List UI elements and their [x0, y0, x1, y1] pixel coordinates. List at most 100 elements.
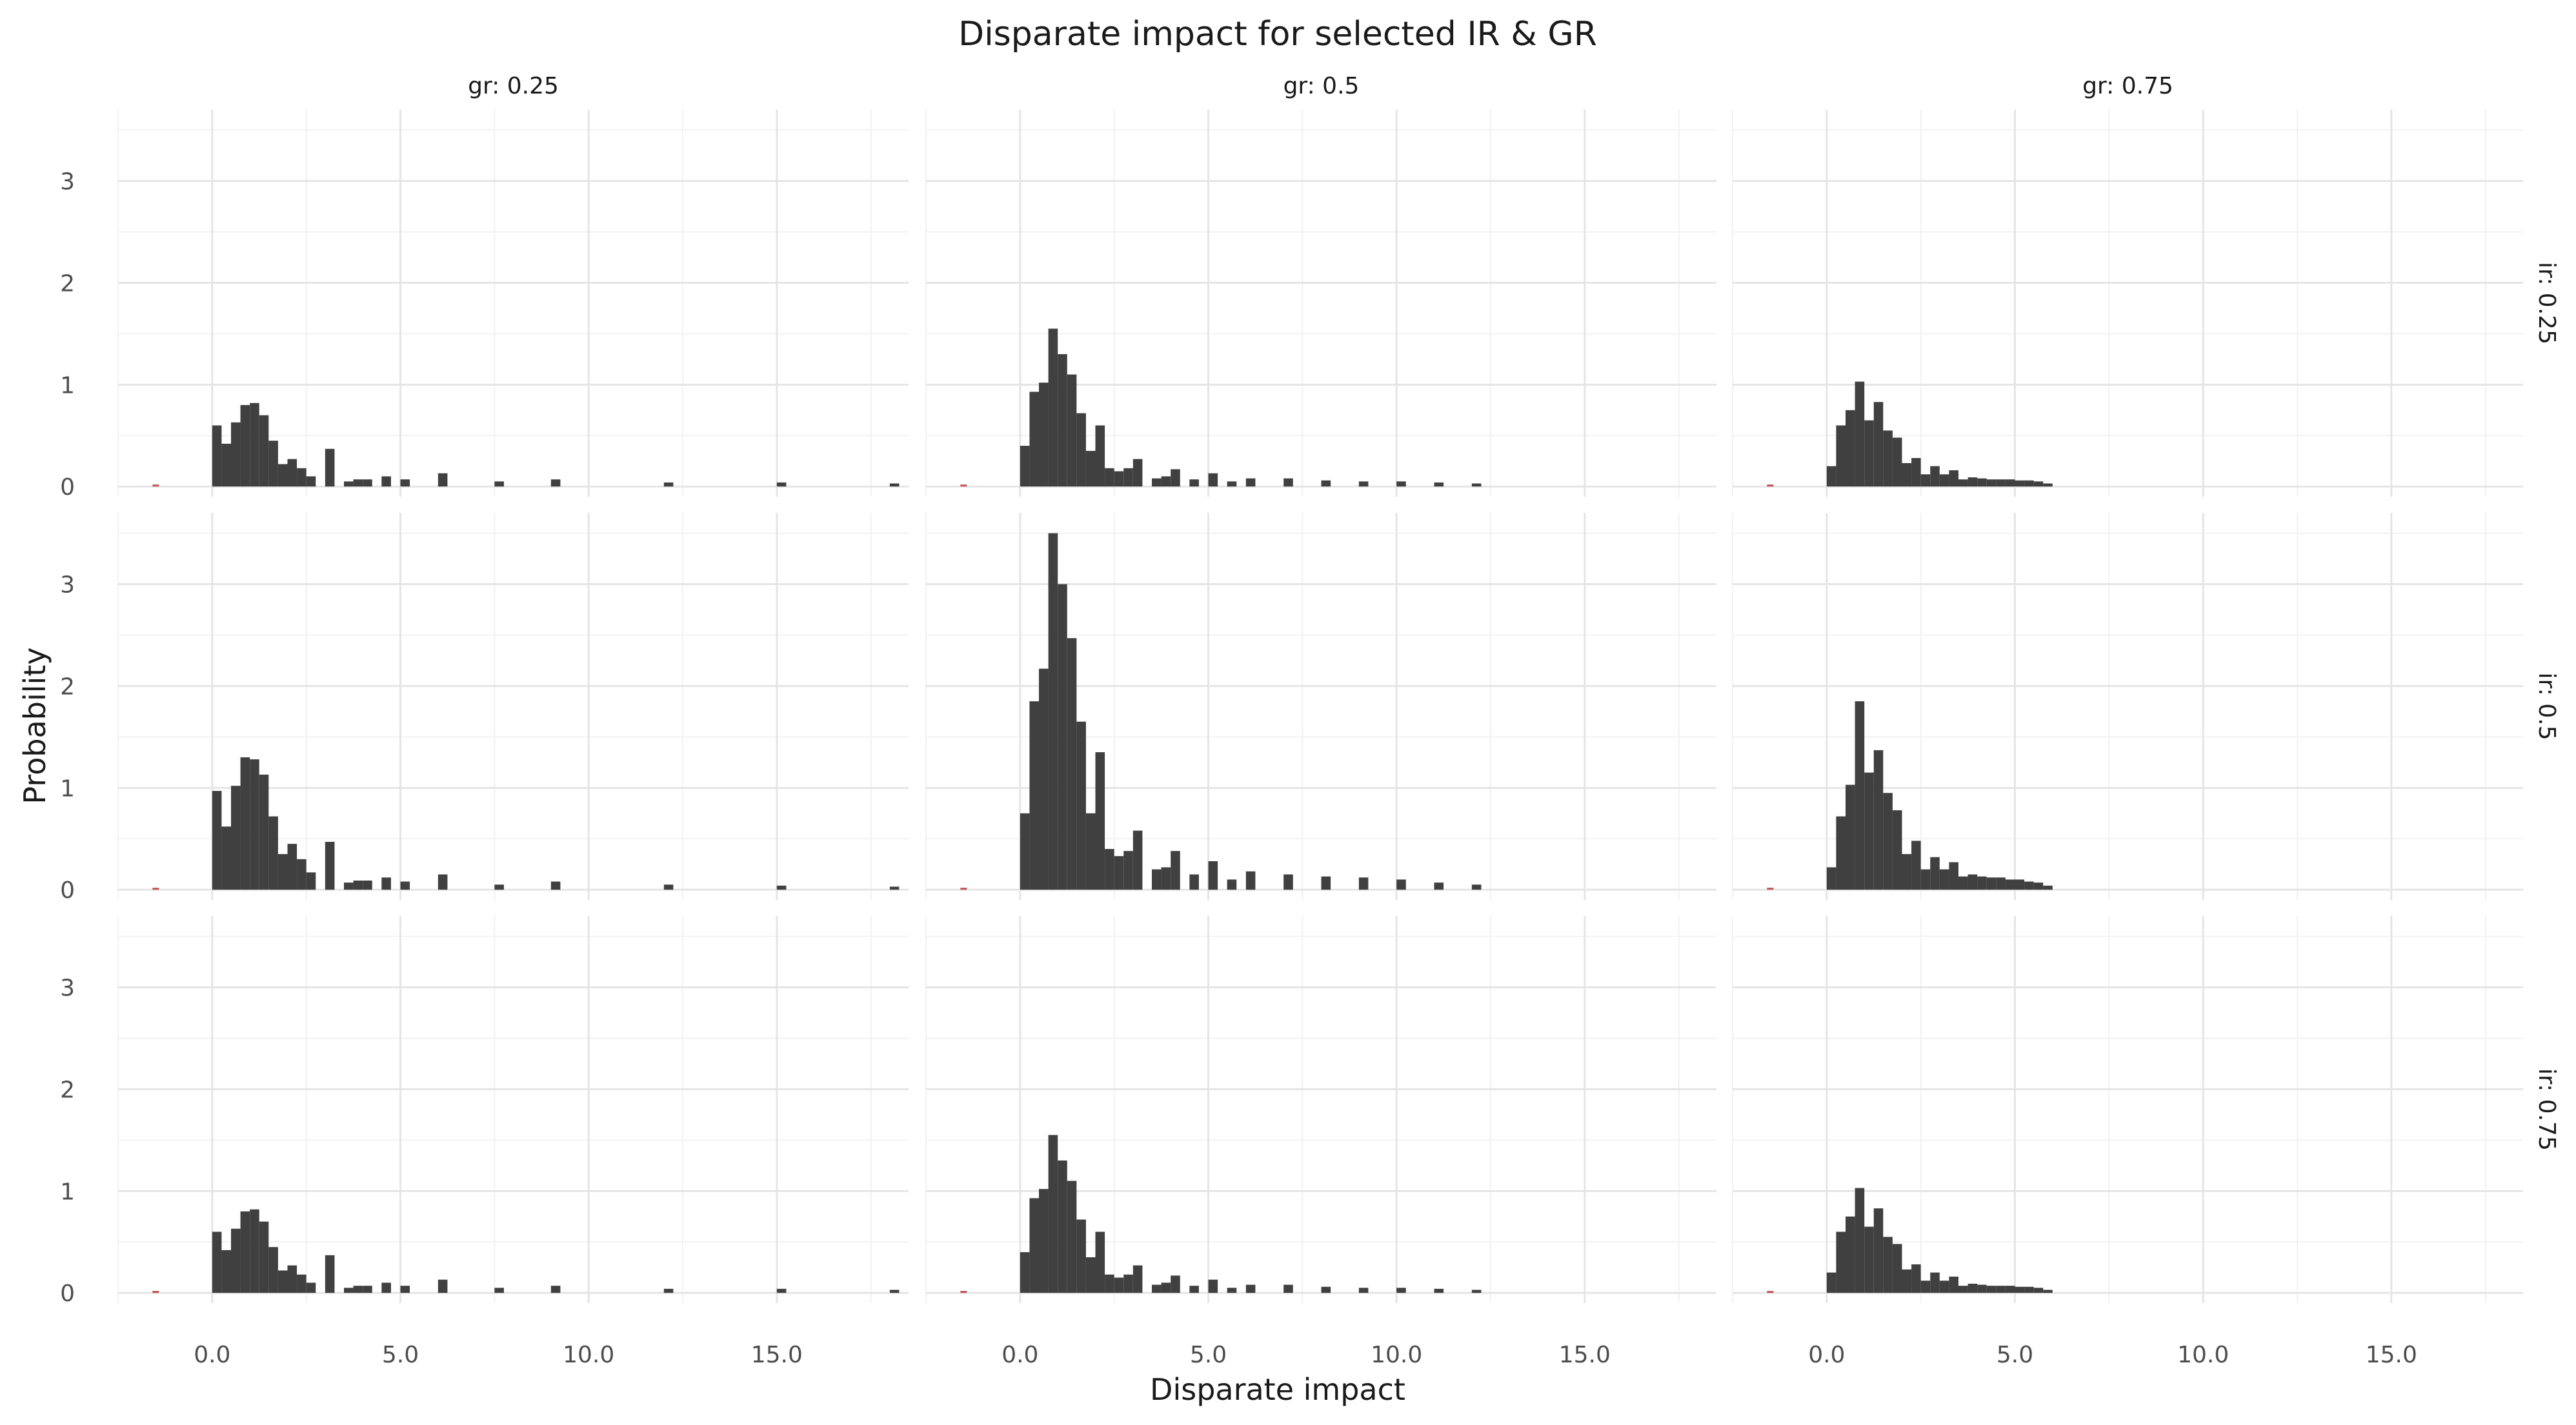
histogram-bar: [250, 759, 259, 890]
histogram-bar: [776, 885, 787, 890]
histogram-bar: [1855, 381, 1865, 487]
histogram-bar: [363, 881, 372, 890]
histogram-bar: [1892, 1244, 1902, 1293]
histogram-bar: [297, 859, 307, 890]
y-tick-label: 2: [60, 1077, 75, 1103]
histogram-bar: [277, 464, 288, 487]
histogram-bar: [1152, 869, 1162, 890]
histogram-bar: [1864, 1226, 1874, 1293]
histogram-bar: [1949, 1276, 1958, 1293]
histogram-bar: [1039, 668, 1049, 890]
histogram-bar: [1920, 869, 1931, 890]
histogram-bar: [1283, 874, 1293, 890]
negative-value-mark: [152, 1291, 159, 1293]
histogram-bar: [1123, 851, 1133, 890]
histogram-bar: [1930, 466, 1940, 487]
histogram-bar: [1227, 879, 1237, 890]
histogram-bar: [353, 1286, 363, 1293]
histogram-bar: [1471, 483, 1482, 487]
y-tick-label: 0: [60, 877, 75, 904]
histogram-bar: [1855, 701, 1865, 890]
histogram-bar: [277, 1270, 288, 1293]
histogram-bar: [2033, 1288, 2044, 1293]
histogram-bar: [212, 1231, 222, 1293]
facet-label-column: gr: 0.25: [468, 73, 559, 99]
histogram-bar: [1283, 1284, 1293, 1293]
histogram-bar: [1967, 477, 1978, 487]
histogram-bar: [1058, 584, 1067, 890]
histogram-bar: [1085, 1257, 1096, 1293]
histogram-bar: [494, 481, 504, 487]
histogram-bar: [1930, 857, 1940, 890]
histogram-bar: [1902, 463, 1912, 487]
histogram-bar: [1864, 772, 1874, 890]
histogram-bar: [297, 1274, 307, 1293]
negative-value-mark: [1767, 1291, 1774, 1293]
histogram-bar: [1967, 874, 1978, 890]
histogram-bar: [240, 757, 250, 890]
histogram-bar: [1245, 478, 1256, 487]
chart-title: Disparate impact for selected IR & GR: [958, 15, 1597, 54]
histogram-bar: [2024, 480, 2034, 487]
histogram-bar: [1132, 1265, 1143, 1293]
histogram-bar: [1911, 458, 1921, 487]
histogram-bar: [1986, 1286, 1997, 1293]
histogram-bar: [1471, 884, 1482, 890]
histogram-bar: [2005, 1286, 2015, 1293]
histogram-bar: [268, 1247, 278, 1293]
histogram-bar: [2033, 882, 2044, 890]
histogram-bar: [2024, 881, 2034, 890]
histogram-bar: [1873, 402, 1884, 487]
histogram-bar: [259, 1221, 269, 1293]
histogram-bar: [1161, 1282, 1171, 1293]
x-tick-label: 15.0: [1559, 1342, 1611, 1368]
y-tick-label: 1: [60, 775, 75, 802]
histogram-bar: [1358, 1288, 1369, 1293]
histogram-bar: [1846, 410, 1855, 487]
histogram-bar: [344, 882, 354, 890]
histogram-bar: [2024, 1286, 2034, 1293]
histogram-bar: [663, 482, 674, 487]
x-tick-label: 0.0: [1808, 1342, 1845, 1368]
histogram-bar: [1048, 328, 1058, 487]
histogram-bar: [550, 881, 561, 890]
histogram-bar: [306, 1282, 316, 1293]
histogram-bar: [325, 842, 335, 890]
histogram-bar: [1911, 841, 1921, 890]
histogram-bar: [1048, 533, 1058, 890]
histogram-bar: [1986, 479, 1997, 487]
histogram-bar: [353, 479, 363, 487]
histogram-bar: [2043, 885, 2053, 890]
histogram-bar: [1245, 1284, 1256, 1293]
histogram-bar: [221, 1250, 231, 1293]
histogram-bar: [1171, 469, 1180, 487]
histogram-bar: [1883, 430, 1893, 487]
histogram-bar: [250, 1209, 259, 1293]
histogram-bar: [1911, 1264, 1921, 1293]
histogram-bar: [1152, 478, 1162, 487]
histogram-bar: [259, 774, 269, 890]
histogram-bar: [1076, 721, 1086, 890]
histogram-bar: [363, 1286, 372, 1293]
histogram-bar: [1058, 1160, 1067, 1293]
histogram-bar: [1321, 1286, 1331, 1293]
gridlines: [117, 110, 2523, 1303]
histogram-bar: [268, 816, 278, 890]
histogram-bar: [2015, 1286, 2025, 1293]
histogram-bar: [889, 886, 900, 890]
histogram-bar: [1434, 1288, 1444, 1293]
negative-value-mark: [152, 888, 159, 890]
histogram-bar: [1836, 816, 1846, 890]
y-tick-label: 3: [60, 169, 75, 195]
histogram-bar: [1958, 876, 1968, 890]
histogram-bar: [1883, 793, 1893, 890]
histogram-bar: [2043, 483, 2053, 487]
histogram-bar: [438, 473, 448, 487]
histogram-bar: [1114, 856, 1124, 890]
histogram-bar: [287, 1265, 297, 1293]
histogram-bar: [776, 1288, 787, 1293]
histogram-bar: [1123, 468, 1133, 487]
histogram-bar: [1208, 861, 1218, 890]
histogram-bar: [240, 1211, 250, 1293]
